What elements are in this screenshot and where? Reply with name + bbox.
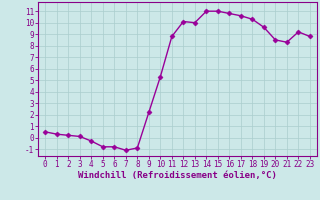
X-axis label: Windchill (Refroidissement éolien,°C): Windchill (Refroidissement éolien,°C) — [78, 171, 277, 180]
